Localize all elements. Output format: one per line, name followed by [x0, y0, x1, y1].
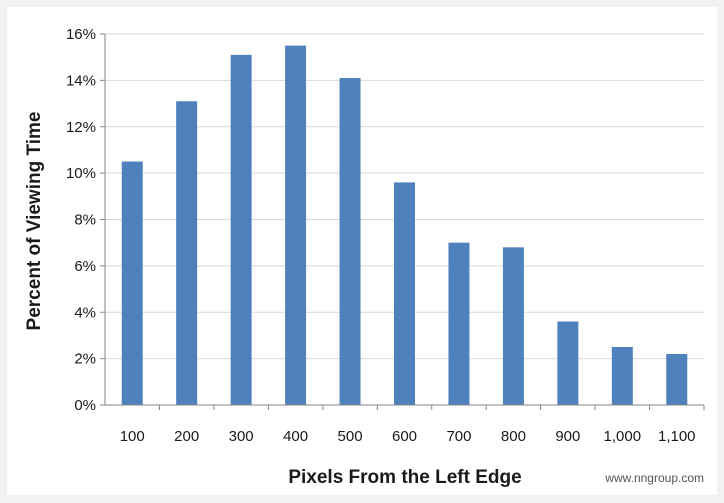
- bar: [339, 78, 361, 406]
- bar: [611, 347, 633, 405]
- x-tick-label: 200: [174, 428, 199, 445]
- x-tick-label: 1,100: [658, 428, 696, 445]
- y-tick-label: 12%: [66, 119, 96, 136]
- bar: [448, 242, 470, 405]
- y-tick-label: 14%: [66, 72, 96, 89]
- bar: [230, 54, 252, 406]
- y-tick-label: 8%: [74, 212, 96, 229]
- bar: [394, 182, 415, 405]
- bar: [557, 321, 579, 405]
- bar: [285, 45, 307, 405]
- y-tick-labels: 0% 2% 4% 6% 8% 10% 12% 14% 16%: [66, 26, 96, 414]
- y-tick-label: 0%: [74, 397, 96, 414]
- x-tick-label: 400: [283, 428, 308, 445]
- x-tick-label: 300: [229, 428, 254, 445]
- y-tick-label: 16%: [66, 26, 96, 43]
- bar: [666, 353, 688, 405]
- x-tick-label: 800: [501, 428, 526, 445]
- bars: [121, 45, 688, 406]
- x-tick-label: 700: [446, 428, 471, 445]
- chart-frame: 0% 2% 4% 6% 8% 10% 12% 14% 16% 100 200 300 400 500 60…: [7, 7, 717, 495]
- y-axis-title: Percent of Viewing Time: [24, 112, 45, 331]
- x-axis-title: Pixels From the Left Edge: [288, 467, 521, 488]
- bar-chart: 0% 2% 4% 6% 8% 10% 12% 14% 16% 100 200 300 400 500 60…: [24, 26, 705, 488]
- axes: [100, 33, 705, 410]
- y-tick-label: 2%: [74, 351, 96, 368]
- x-tick-label: 900: [555, 428, 580, 445]
- y-tick-label: 4%: [74, 304, 96, 321]
- y-tick-label: 10%: [66, 165, 96, 182]
- x-tick-label: 100: [120, 428, 145, 445]
- x-tick-label: 500: [338, 428, 363, 445]
- bar: [176, 101, 198, 406]
- bar: [502, 247, 524, 405]
- x-tick-label: 600: [392, 428, 417, 445]
- x-tick-label: 1,000: [604, 428, 642, 445]
- x-tick-labels: 100 200 300 400 500 600 700 800 900 1,000 1,100: [120, 428, 696, 445]
- bar: [121, 161, 143, 405]
- source-credit: www.nngroup.com: [604, 471, 704, 485]
- y-tick-label: 6%: [74, 258, 96, 275]
